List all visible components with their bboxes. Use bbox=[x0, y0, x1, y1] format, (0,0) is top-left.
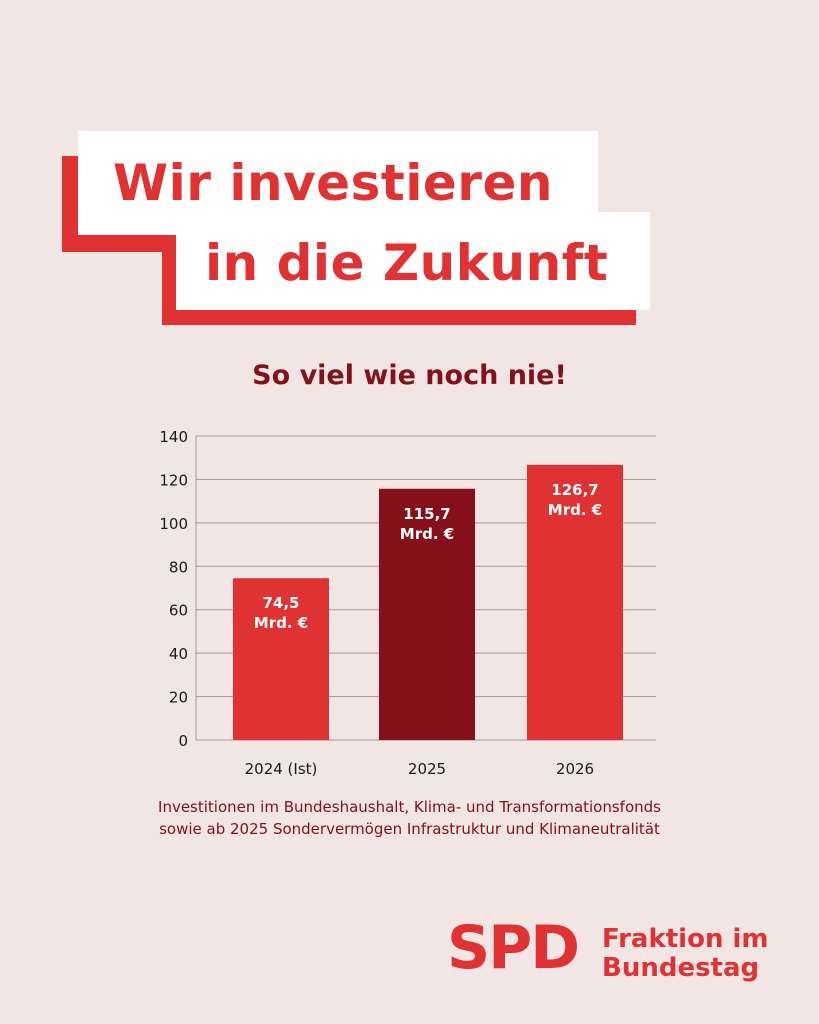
caption-line-1: Investitionen im Bundeshaushalt, Klima- … bbox=[158, 798, 661, 816]
y-tick-label: 0 bbox=[178, 732, 188, 750]
x-tick-label: 2026 bbox=[556, 760, 594, 778]
bar bbox=[527, 464, 623, 740]
bar-value-label: Mrd. € bbox=[400, 525, 454, 543]
bar bbox=[233, 578, 329, 740]
subtitle: So viel wie noch nie! bbox=[252, 360, 567, 391]
bar-value-label: Mrd. € bbox=[254, 614, 308, 632]
org-line-1: Fraktion im bbox=[602, 924, 769, 954]
bar-value-label: Mrd. € bbox=[548, 501, 602, 519]
headline-banner: Wir investieren in die Zukunft bbox=[0, 0, 819, 340]
y-tick-label: 60 bbox=[169, 602, 188, 620]
y-tick-label: 100 bbox=[159, 515, 188, 533]
bar-value-label: 126,7 bbox=[551, 481, 598, 499]
bar-value-label: 74,5 bbox=[262, 594, 299, 612]
bar-value-label: 115,7 bbox=[403, 505, 450, 523]
y-tick-label: 20 bbox=[169, 689, 188, 707]
y-tick-label: 40 bbox=[169, 645, 188, 663]
y-tick-label: 120 bbox=[159, 471, 188, 489]
chart-caption: Investitionen im Bundeshaushalt, Klima- … bbox=[0, 796, 819, 840]
headline-line-1: Wir investieren bbox=[113, 154, 553, 212]
headline-box-2 bbox=[176, 212, 650, 310]
y-tick-label: 140 bbox=[159, 428, 188, 446]
y-tick-label: 80 bbox=[169, 558, 188, 576]
bar bbox=[379, 488, 475, 740]
bar-chart: 0 20 40 60 80 100 120 140 74,5 Mrd. € 2024 (Ist) 11… bbox=[159, 428, 656, 778]
x-tick-label: 2024 (Ist) bbox=[245, 760, 318, 778]
headline-line-2: in die Zukunft bbox=[205, 234, 609, 292]
org-line-2: Bundestag bbox=[602, 953, 760, 983]
fraktion-label: Fraktion im Bundestag bbox=[602, 925, 769, 983]
spd-logo: SPD bbox=[447, 913, 580, 983]
x-tick-label: 2025 bbox=[408, 760, 446, 778]
caption-line-2: sowie ab 2025 Sondervermögen Infrastrukt… bbox=[159, 820, 660, 838]
